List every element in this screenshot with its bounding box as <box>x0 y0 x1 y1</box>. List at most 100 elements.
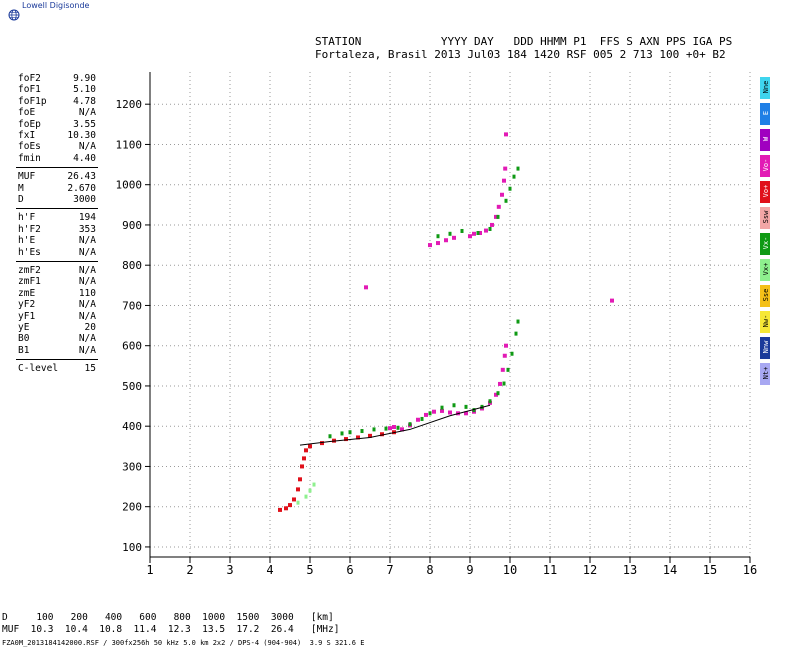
x-tick-label: 3 <box>226 563 233 577</box>
legend-item: Nw- <box>760 311 770 333</box>
legend-item: E <box>760 103 770 125</box>
param-row: zmF2 N/A <box>18 265 96 277</box>
echo-point <box>502 353 507 358</box>
echo-point <box>364 285 368 290</box>
echo-point <box>348 430 352 435</box>
echo-point <box>368 433 372 438</box>
legend-item: Nnw <box>760 337 770 359</box>
echo-point <box>424 412 428 417</box>
legend-item: Nt+ <box>760 363 770 385</box>
echo-point <box>502 178 506 183</box>
param-separator <box>16 208 98 210</box>
echo-point <box>478 230 482 235</box>
echo-point <box>452 235 456 240</box>
x-tick-label: 10 <box>503 563 517 577</box>
echo-point <box>488 226 492 231</box>
echo-point <box>440 408 444 413</box>
y-tick-label: 300 <box>122 460 142 473</box>
echo-point <box>428 243 432 248</box>
param-key: foF1 <box>18 84 41 96</box>
echo-point <box>484 228 488 233</box>
echo-point <box>508 186 512 191</box>
param-key: yF1 <box>18 310 36 322</box>
echo-point <box>436 241 440 246</box>
param-separator <box>16 359 98 361</box>
axis-layer: 1 2 3 4 5 6 7 8 9 10 11 12 13 14 15 1610020030040050060… <box>116 72 757 577</box>
param-key: foF2 <box>18 73 41 84</box>
x-tick-label: 12 <box>583 563 597 577</box>
app-logo-text: Lowell Digisonde <box>22 1 90 10</box>
echo-point <box>292 497 296 502</box>
param-value: N/A <box>78 235 96 247</box>
y-tick-label: 800 <box>122 259 142 272</box>
legend-item: Vo+ <box>760 181 770 203</box>
trace-line <box>299 404 491 446</box>
echo-point <box>460 228 464 233</box>
echo-point <box>448 231 452 236</box>
param-row: yE 20 <box>18 322 96 334</box>
x-tick-label: 13 <box>623 563 637 577</box>
echo-point <box>448 410 452 415</box>
param-separator <box>16 167 98 169</box>
x-tick-label: 5 <box>306 563 313 577</box>
echo-point <box>288 503 292 508</box>
param-key: foEs <box>18 141 41 153</box>
echo-point <box>302 456 306 461</box>
param-row: MUF 26.43 <box>18 171 96 183</box>
param-value: 2.670 <box>67 182 96 194</box>
echo-point <box>300 464 304 469</box>
legend-label: Ssw <box>762 210 770 224</box>
param-key: zmE <box>18 287 36 299</box>
legend-item: Vx+ <box>760 259 770 281</box>
echo-point <box>344 437 348 442</box>
echo-point <box>516 166 520 171</box>
echo-point <box>284 506 288 511</box>
legend-label: Vx- <box>762 236 770 250</box>
echo-point <box>304 448 308 453</box>
legend-item: Vo- <box>760 155 770 177</box>
param-key: yF2 <box>18 299 36 311</box>
legend-label: Vo+ <box>762 184 770 198</box>
y-tick-label: 1000 <box>116 179 143 192</box>
echo-point <box>452 403 456 408</box>
echo-point <box>278 507 282 512</box>
param-row: h'F 194 <box>18 212 96 224</box>
data-layer <box>278 132 614 512</box>
echo-point <box>308 444 312 449</box>
param-value: 10.30 <box>67 130 96 141</box>
param-row: D 3000 <box>18 194 96 206</box>
param-key: zmF2 <box>18 265 41 276</box>
distance-row: D 100 200 400 600 800 1000 1500 3000 [km… <box>2 612 334 623</box>
x-tick-label: 1 <box>146 563 153 577</box>
legend-label: W <box>762 136 770 142</box>
ionogram-chart: 1 2 3 4 5 6 7 8 9 10 11 12 13 14 15 1610020030040050060… <box>116 72 757 577</box>
echo-point <box>312 482 316 487</box>
param-row: fmin 4.40 <box>18 153 96 165</box>
y-tick-label: 200 <box>122 501 142 514</box>
param-row: B0 N/A <box>18 333 96 345</box>
param-value: 4.78 <box>73 95 96 107</box>
param-value: N/A <box>78 299 96 311</box>
param-row: foF1 5.10 <box>18 84 96 96</box>
echo-point <box>506 367 510 372</box>
echo-point <box>500 367 505 372</box>
x-tick-label: 6 <box>346 563 353 577</box>
param-value: 5.10 <box>73 84 96 96</box>
echo-point <box>494 214 498 219</box>
param-value: N/A <box>78 246 96 258</box>
echo-point <box>396 425 400 430</box>
param-key: M <box>18 182 24 194</box>
echo-point <box>416 417 420 422</box>
param-row: foE N/A <box>18 107 96 119</box>
param-value: N/A <box>78 333 96 345</box>
file-footer: FZA0M_2013184142000.RSF / 300fx256h 50 k… <box>2 639 365 647</box>
echo-point <box>328 434 332 439</box>
legend-item: Nne <box>760 77 770 99</box>
echo-point <box>610 298 614 303</box>
param-key: foE <box>18 107 36 119</box>
echo-point <box>496 204 501 209</box>
legend-label: Nnw <box>762 340 770 354</box>
param-row: M 2.670 <box>18 183 96 195</box>
param-value: 3000 <box>73 194 96 205</box>
echo-point <box>372 427 376 432</box>
